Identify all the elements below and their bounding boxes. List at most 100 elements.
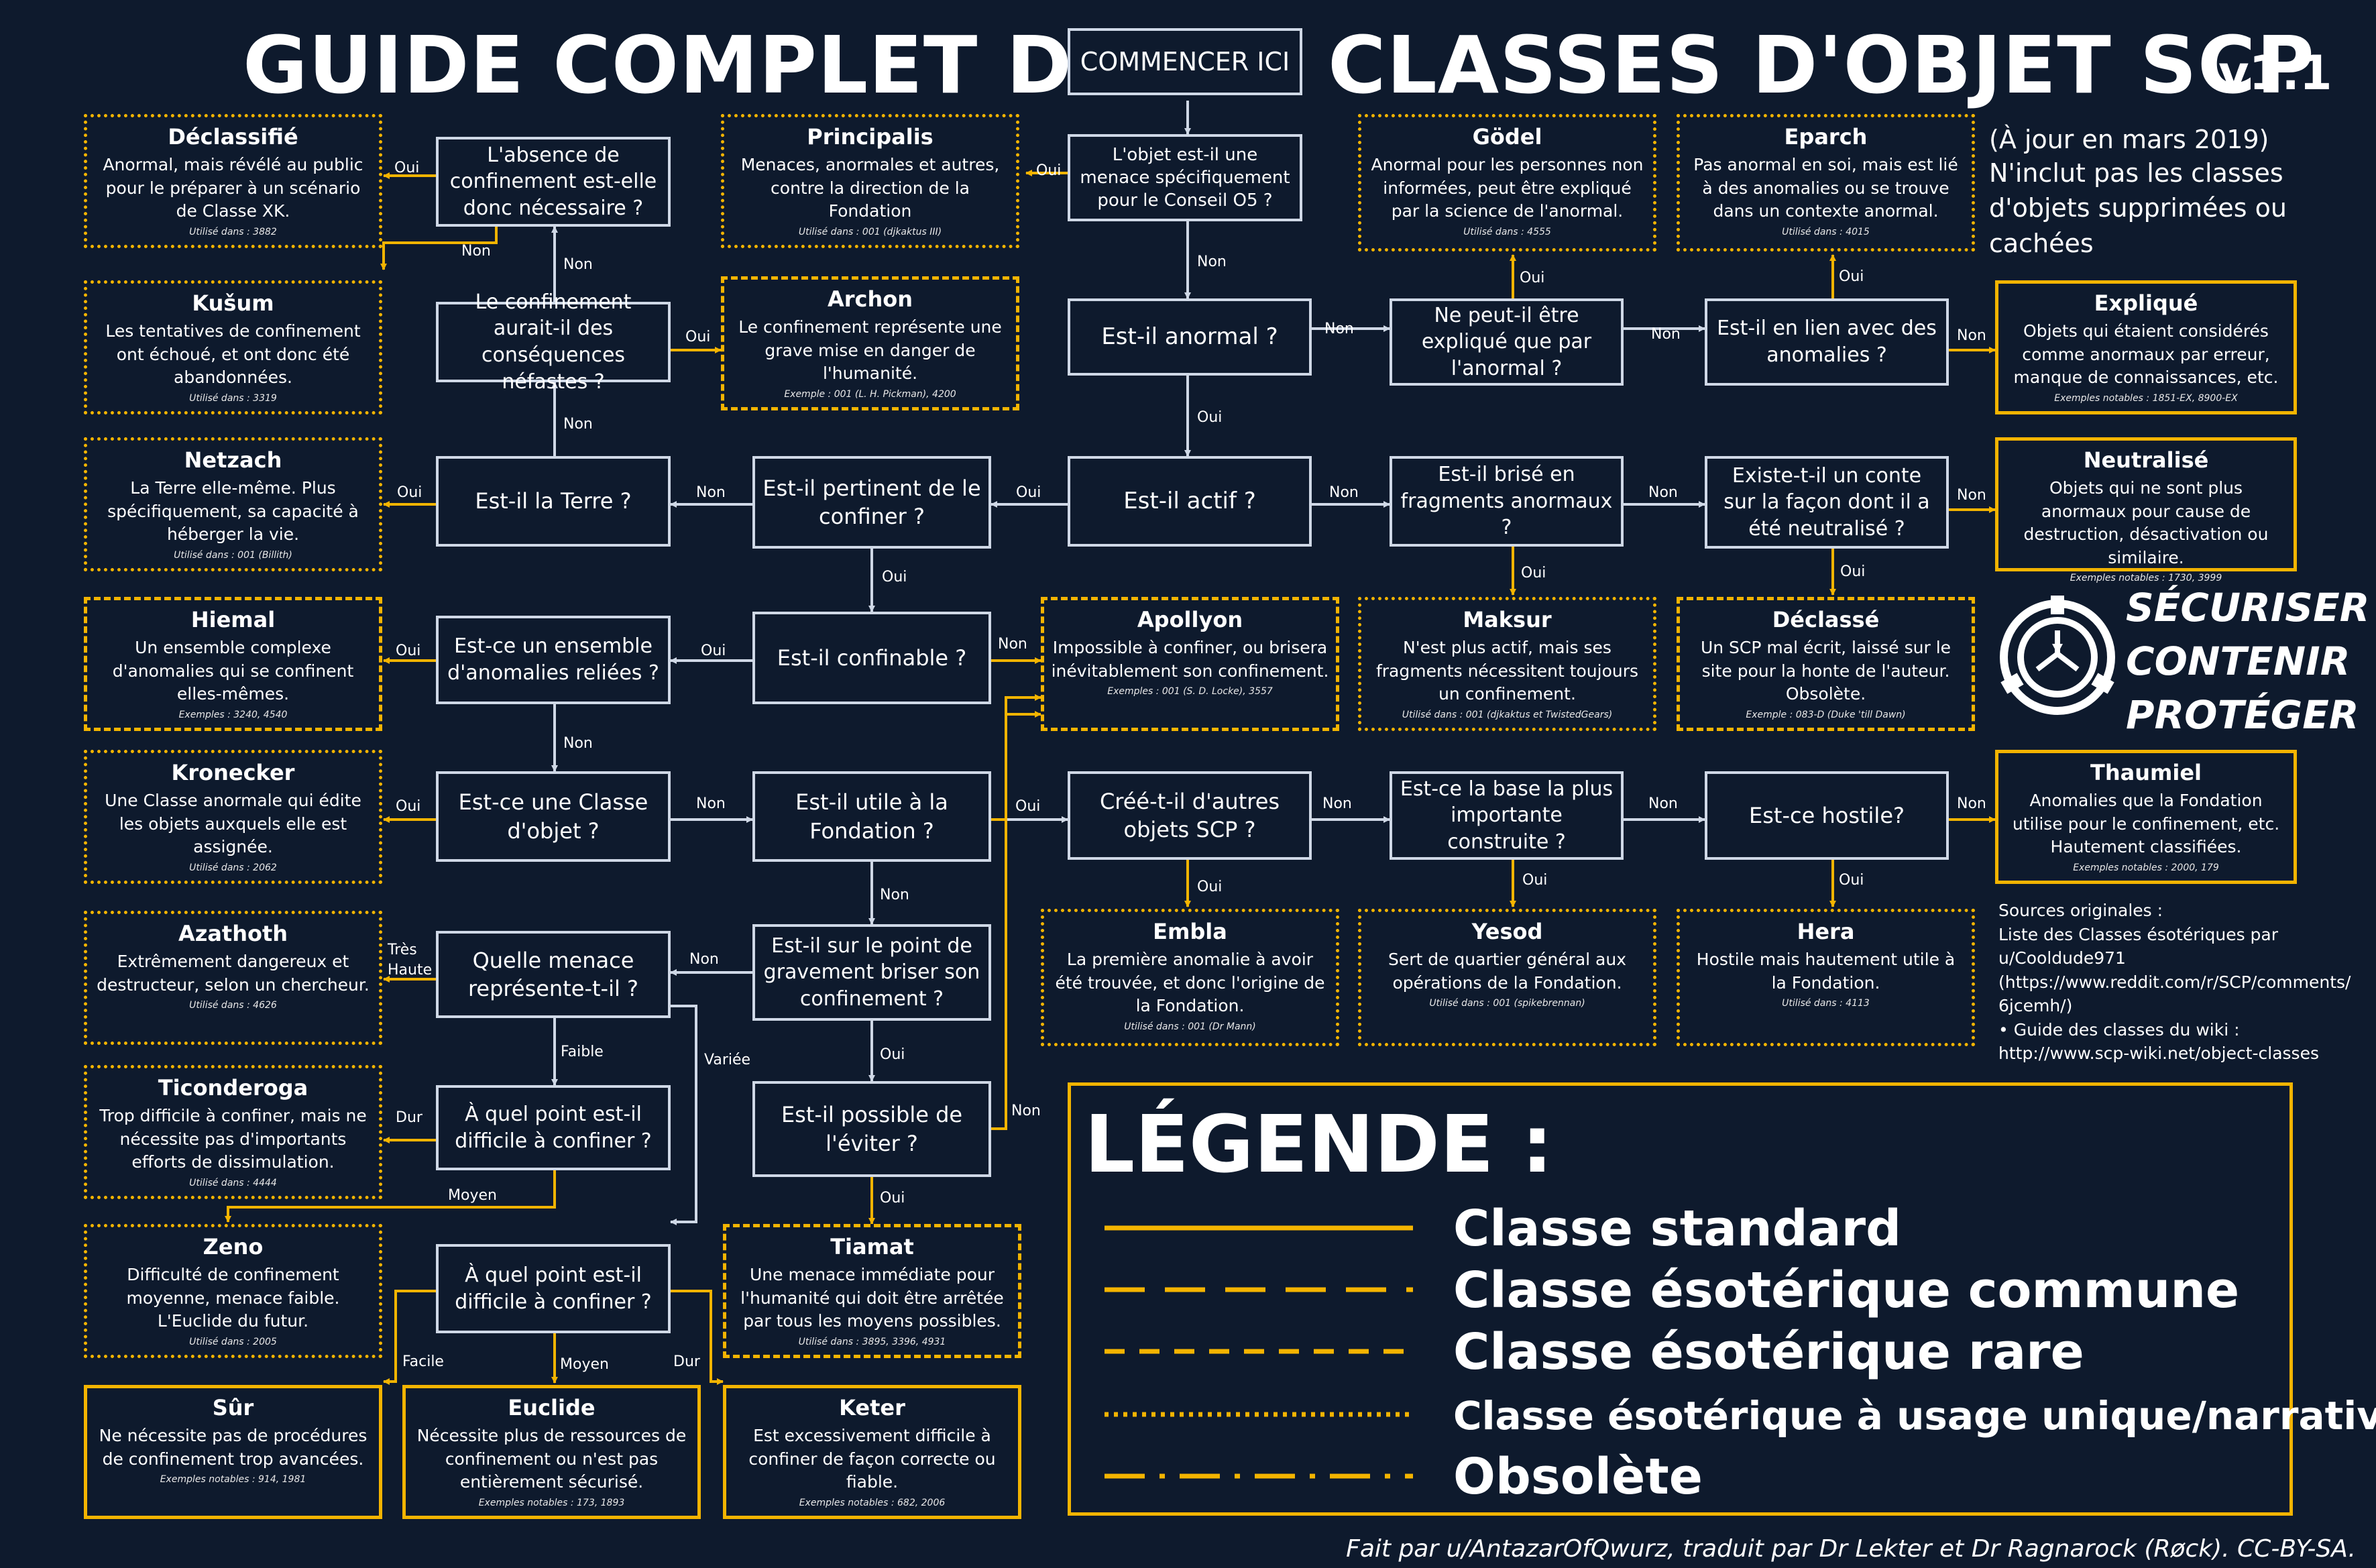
question-containable: Est-il confinable ? bbox=[752, 612, 991, 704]
legend-line-dash-dot bbox=[1105, 1473, 1413, 1479]
class-euclide: Euclide Nécessite plus de ressources de c… bbox=[402, 1385, 701, 1519]
edge-label: Facile bbox=[402, 1353, 444, 1370]
edge-label: Non bbox=[1197, 254, 1227, 270]
legend-title: LÉGENDE : bbox=[1084, 1098, 1553, 1190]
class-archon: Archon Le confinement représente une grav… bbox=[721, 276, 1019, 410]
class-keter: Keter Est excessivement difficile à confi… bbox=[723, 1385, 1021, 1519]
class-tiamat: Tiamat Une menace immédiate pour l'humani… bbox=[723, 1224, 1021, 1358]
edge-label: Non bbox=[1648, 795, 1678, 812]
source-link[interactable]: (https://www.reddit.com/r/SCP/comments/ bbox=[1998, 972, 2351, 992]
question-earth: Est-il la Terre ? bbox=[436, 456, 671, 547]
question-hostile: Est-ce hostile? bbox=[1705, 771, 1949, 860]
edge-label: Non bbox=[998, 636, 1027, 653]
class-declasse: Déclassé Un SCP mal écrit, laissé sur le … bbox=[1677, 597, 1975, 731]
class-ticonderoga: Ticonderoga Trop difficile à confiner, ma… bbox=[84, 1065, 382, 1199]
edge-label: Dur bbox=[396, 1109, 422, 1126]
source-line: u/Cooldude971 bbox=[1998, 948, 2126, 968]
edge-label: Non bbox=[696, 484, 726, 501]
class-embla: Embla La première anomalie à avoir été tr… bbox=[1041, 909, 1339, 1046]
edge-label: Oui bbox=[396, 798, 421, 815]
class-sur: Sûr Ne nécessite pas de procédures de con… bbox=[84, 1385, 382, 1519]
class-azathoth: Azathoth Extrêmement dangereux et destruc… bbox=[84, 911, 382, 1045]
edge-label: Oui bbox=[1522, 872, 1548, 889]
class-godel: Gödel Anormal pour les personnes non info… bbox=[1358, 114, 1656, 251]
class-thaumiel: Thaumiel Anomalies que la Fondation utili… bbox=[1995, 750, 2297, 884]
question-base: Est-ce la base la plus importante constr… bbox=[1390, 771, 1624, 860]
edge-label: Oui bbox=[1839, 872, 1864, 889]
legend-row-standard: Classe standard bbox=[1071, 1200, 2289, 1257]
question-related: Est-il en lien avec des anomalies ? bbox=[1705, 298, 1949, 386]
edge-label: Non bbox=[1957, 795, 1986, 812]
source-line: Liste des Classes ésotériques par bbox=[1998, 924, 2279, 944]
question-harmful: Le confinement aurait-il des conséquence… bbox=[436, 290, 671, 394]
class-yesod: Yesod Sert de quartier général aux opérat… bbox=[1358, 909, 1656, 1046]
question-anomalous: Est-il anormal ? bbox=[1068, 298, 1312, 376]
class-kronecker: Kronecker Une Classe anormale qui édite l… bbox=[84, 750, 382, 884]
edge-label: Oui bbox=[1036, 162, 1062, 179]
page-title-left: GUIDE COMPLET DES bbox=[243, 19, 1185, 111]
class-hera: Hera Hostile mais hautement utile à la Fo… bbox=[1677, 909, 1975, 1046]
edge-label: Oui bbox=[397, 484, 422, 501]
legend-line-long-dash bbox=[1105, 1287, 1413, 1292]
edge-label: Dur bbox=[673, 1353, 700, 1370]
edge-label: Non bbox=[1651, 326, 1681, 343]
page-title-right: CLASSES D'OBJET SCP bbox=[1328, 19, 2315, 111]
source-link[interactable]: 6jcemh/) bbox=[1998, 996, 2073, 1015]
credit-line: Fait par u/AntazarOfQwurz, traduit par D… bbox=[1346, 1535, 2356, 1563]
class-zeno: Zeno Difficulté de confinement moyenne, m… bbox=[84, 1224, 382, 1358]
legend-label-rare: Classe ésotérique rare bbox=[1453, 1323, 2084, 1381]
edge-label: Non bbox=[461, 243, 491, 260]
question-useful: Est-il utile à la Fondation ? bbox=[752, 771, 991, 862]
question-necessary: L'absence de confinement est-elle donc n… bbox=[436, 137, 671, 227]
edge-label: Non bbox=[696, 795, 726, 812]
edge-label: Oui bbox=[1839, 268, 1864, 285]
question-o5-threat: L'objet est-il une menace spécifiquement… bbox=[1068, 134, 1302, 221]
legend-line-dotted bbox=[1105, 1412, 1413, 1417]
class-kusum: Kušum Les tentatives de confinement ont é… bbox=[84, 280, 382, 414]
logo-contain: CONTENIR bbox=[2126, 638, 2351, 684]
logo-secure: SÉCURISER bbox=[2126, 585, 2370, 630]
source-line: • Guide des classes du wiki : bbox=[1998, 1019, 2240, 1040]
edge-label: Variée bbox=[704, 1052, 751, 1068]
edge-label: Oui bbox=[880, 1046, 905, 1063]
question-active: Est-il actif ? bbox=[1068, 456, 1312, 547]
legend-label-obsolete: Obsolète bbox=[1453, 1448, 1703, 1506]
class-netzach: Netzach La Terre elle-même. Plus spécifiq… bbox=[84, 437, 382, 571]
question-threat: Quelle menace représente-t-il ? bbox=[436, 931, 671, 1018]
edge-label: Non bbox=[1648, 484, 1678, 501]
updated-note: (À jour en mars 2019) bbox=[1989, 125, 2269, 154]
edge-label: Non bbox=[1322, 795, 1352, 812]
edge-label: Non bbox=[1329, 484, 1359, 501]
question-only-explained: Ne peut-il être expliqué que par l'anorm… bbox=[1390, 298, 1624, 386]
class-maksur: Maksur N'est plus actif, mais ses fragmen… bbox=[1358, 597, 1656, 731]
edge-label: Non bbox=[563, 256, 593, 273]
edge-label: Oui bbox=[685, 329, 711, 345]
class-declassifie: Déclassifié Anormal, mais révélé au publi… bbox=[84, 114, 382, 248]
legend-row-unique: Classe ésotérique à usage unique/narrati… bbox=[1071, 1386, 2376, 1440]
edge-label: Oui bbox=[1520, 270, 1545, 286]
class-hiemal: Hiemal Un ensemble complexe d'anomalies q… bbox=[84, 597, 382, 731]
source-link[interactable]: http://www.scp-wiki.net/object-classes bbox=[1998, 1044, 2319, 1063]
edge-label: Oui bbox=[1016, 484, 1041, 501]
sources: Sources originales : Liste des Classes é… bbox=[1998, 899, 2351, 1066]
edge-label: Moyen bbox=[448, 1187, 497, 1204]
class-eparch: Eparch Pas anormal en soi, mais est lié à… bbox=[1677, 114, 1975, 251]
sources-title: Sources originales : bbox=[1998, 901, 2163, 920]
edge-label: Oui bbox=[394, 160, 420, 176]
legend-box: LÉGENDE : Classe standard Classe ésotéri… bbox=[1068, 1082, 2376, 1516]
question-breach: Est-il sur le point de gravement briser … bbox=[752, 924, 991, 1021]
edge-label: Oui bbox=[1015, 798, 1041, 815]
question-avoidable: Est-il possible de l'éviter ? bbox=[752, 1081, 991, 1177]
class-neutralise: Neutralisé Objets qui ne sont plus anorma… bbox=[1995, 437, 2297, 583]
legend-label-unique: Classe ésotérique à usage unique/narrati… bbox=[1453, 1393, 2376, 1439]
question-relevant: Est-il pertinent de le confiner ? bbox=[752, 456, 991, 549]
edge-label: Faible bbox=[561, 1044, 604, 1060]
class-principalis: Principalis Menaces, anormales et autres,… bbox=[721, 114, 1019, 248]
edge-label: Oui bbox=[1197, 409, 1223, 426]
legend-row-rare: Classe ésotérique rare bbox=[1071, 1323, 2289, 1381]
edge-label: Non bbox=[1957, 487, 1986, 504]
edge-label: Moyen bbox=[560, 1356, 609, 1373]
question-difficulty-low-threat: À quel point est-il difficile à confiner… bbox=[436, 1085, 671, 1170]
edge-label: Oui bbox=[701, 642, 726, 659]
